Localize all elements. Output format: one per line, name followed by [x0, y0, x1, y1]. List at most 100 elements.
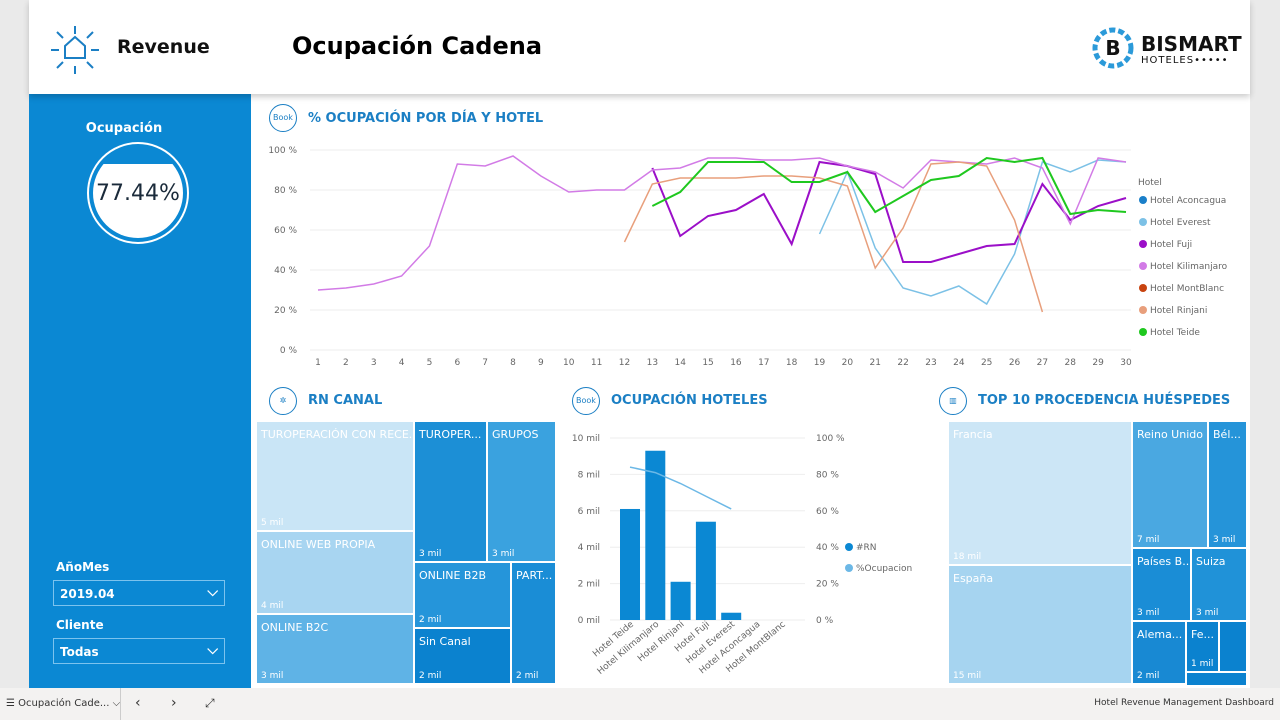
legend-marker	[1139, 284, 1147, 292]
treemap-cell[interactable]	[1219, 621, 1247, 672]
treemap-cell[interactable]: ONLINE B2C 3 mil	[256, 614, 414, 684]
y-tick-label: 6 mil	[578, 507, 600, 517]
cliente-dropdown[interactable]: Todas ⌵	[53, 638, 225, 664]
cell-label: Reino Unido	[1137, 428, 1203, 441]
cell-label: Bél...	[1213, 428, 1241, 441]
brand-name: Revenue	[117, 36, 210, 58]
page-navigation-bar: ☰ Ocupación Cade... ⌵ ‹ › ⤢ Hotel Revenu…	[0, 688, 1280, 720]
cell-value: 7 mil	[1137, 535, 1160, 545]
cell-label: TUROPERACIÓN CON RECE...	[261, 428, 414, 441]
cell-value: 2 mil	[1137, 671, 1160, 681]
treemap-cell[interactable]	[1186, 672, 1247, 686]
legend-marker	[1139, 196, 1147, 204]
divider	[120, 688, 121, 720]
treemap-cell[interactable]: Alema... 2 mil	[1132, 621, 1186, 684]
kpi-value: 77.44%	[93, 148, 183, 238]
y2-tick-label: 80 %	[816, 470, 839, 480]
x-tick-label: 21	[870, 358, 881, 368]
cell-value: 3 mil	[492, 549, 515, 559]
cell-value: 3 mil	[1213, 535, 1236, 545]
y2-tick-label: 100 %	[816, 434, 845, 444]
anomes-dropdown[interactable]: 2019.04 ⌵	[53, 580, 225, 606]
bar	[645, 450, 666, 620]
treemap-cell[interactable]: Francia 18 mil	[948, 421, 1132, 565]
page-tab-label: Ocupación Cade...	[18, 698, 110, 709]
book-icon: Book	[572, 387, 600, 415]
x-tick-label: 26	[1009, 358, 1021, 368]
cell-label: GRUPOS	[492, 428, 539, 441]
treemap-cell[interactable]: Reino Unido 7 mil	[1132, 421, 1208, 548]
chevron-down-icon: ⌵	[112, 698, 121, 709]
y-tick-label: 8 mil	[578, 470, 600, 480]
x-tick-label: 17	[758, 358, 769, 368]
series-line	[317, 155, 1127, 291]
treemap-cell[interactable]: TUROPER... 3 mil	[414, 421, 487, 562]
cell-value: 2 mil	[419, 671, 442, 681]
x-tick-label: 1	[315, 358, 321, 368]
cell-value: 2 mil	[419, 615, 442, 625]
occupancy-line-chart: 0 %20 %40 %60 %80 %100 %1 2 3 4 5 6 7 8 9 10 11 12 1…	[268, 146, 1228, 368]
treemap-cell[interactable]: Suiza 3 mil	[1191, 548, 1247, 621]
legend-marker	[1139, 306, 1147, 314]
legend-title: Hotel	[1138, 178, 1162, 188]
cell-label: Sin Canal	[419, 635, 471, 648]
x-tick-label: 7	[482, 358, 488, 368]
series-line	[651, 160, 1127, 263]
previous-page-button[interactable]: ‹	[135, 695, 141, 711]
treemap-cell[interactable]: ONLINE WEB PROPIA 4 mil	[256, 531, 414, 614]
treemap-cell[interactable]: PART... 2 mil	[511, 562, 556, 684]
x-tick-label: 23	[925, 358, 936, 368]
x-tick-label: 27	[1037, 358, 1048, 368]
y-tick-label: 2 mil	[578, 580, 600, 590]
cell-value: 18 mil	[953, 552, 982, 562]
treemap-cell[interactable]: Países B... 3 mil	[1132, 548, 1191, 621]
x-tick-label: 10	[563, 358, 575, 368]
treemap-cell[interactable]: Sin Canal 2 mil	[414, 628, 511, 684]
cell-label: Países B...	[1137, 555, 1191, 568]
svg-text:B: B	[1105, 36, 1120, 60]
logo-subtext: HOTELES•••••	[1141, 55, 1229, 66]
logo-text: BISMART	[1141, 32, 1242, 56]
header: Revenue Ocupación Cadena B BISMART HOTEL…	[29, 0, 1250, 94]
legend-entry: Hotel Kilimanjaro	[1150, 262, 1228, 272]
treemap-cell[interactable]: Bél... 3 mil	[1208, 421, 1247, 548]
page-tab-dropdown[interactable]: ☰ Ocupación Cade... ⌵	[6, 698, 121, 709]
y2-tick-label: 20 %	[816, 580, 839, 590]
treemap-cell[interactable]: ONLINE B2B 2 mil	[414, 562, 511, 628]
x-tick-label: 28	[1065, 358, 1077, 368]
procedencia-title: TOP 10 PROCEDENCIA HUÉSPEDES	[978, 393, 1231, 408]
ocupacion-hoteles-title: OCUPACIÓN HOTELES	[611, 393, 768, 408]
y2-tick-label: 40 %	[816, 543, 839, 553]
y-tick-label: 0 %	[280, 346, 298, 356]
cell-value: 3 mil	[419, 549, 442, 559]
cell-label: ONLINE WEB PROPIA	[261, 538, 376, 551]
cell-label: Francia	[953, 428, 993, 441]
legend-entry: %Ocupacion	[856, 564, 912, 574]
x-tick-label: 9	[538, 358, 544, 368]
x-tick-label: 13	[647, 358, 658, 368]
treemap-cell[interactable]: España 15 mil	[948, 565, 1132, 684]
line-chart-title: % OCUPACIÓN POR DÍA Y HOTEL	[308, 111, 544, 126]
x-tick-label: 16	[730, 358, 742, 368]
treemap-cell[interactable]: TUROPERACIÓN CON RECE... 5 mil	[256, 421, 414, 531]
expand-icon[interactable]: ⤢	[205, 696, 215, 710]
x-tick-label: 5	[427, 358, 433, 368]
legend-entry: Hotel Rinjani	[1150, 306, 1207, 316]
treemap-cell[interactable]: GRUPOS 3 mil	[487, 421, 556, 562]
cell-value: 5 mil	[261, 518, 284, 528]
cell-label: ONLINE B2C	[261, 621, 329, 634]
y-tick-label: 80 %	[274, 186, 297, 196]
cell-label: Suiza	[1196, 555, 1226, 568]
bar	[721, 612, 742, 620]
revenue-house-icon	[51, 26, 99, 74]
y-tick-label: 40 %	[274, 266, 297, 276]
filter-label-cliente: Cliente	[56, 618, 104, 632]
podium-icon: ▥	[939, 387, 967, 415]
treemap-cell[interactable]: Fe... 1 mil	[1186, 621, 1219, 672]
legend-entry: Hotel Everest	[1150, 218, 1211, 228]
y-tick-label: 0 mil	[578, 616, 600, 626]
x-tick-label: 2	[343, 358, 349, 368]
next-page-button[interactable]: ›	[171, 695, 177, 711]
y-tick-label: 20 %	[274, 306, 297, 316]
cell-value: 2 mil	[516, 671, 539, 681]
